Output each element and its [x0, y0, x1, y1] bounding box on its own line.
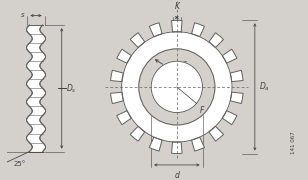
- Text: 141 067: 141 067: [291, 131, 296, 154]
- Text: 25°: 25°: [14, 161, 26, 167]
- Polygon shape: [230, 92, 243, 104]
- Polygon shape: [117, 111, 131, 125]
- Polygon shape: [209, 126, 224, 141]
- Circle shape: [122, 32, 232, 142]
- Polygon shape: [130, 126, 145, 141]
- Polygon shape: [192, 137, 205, 151]
- Polygon shape: [209, 33, 224, 48]
- Polygon shape: [149, 23, 162, 37]
- Circle shape: [151, 61, 203, 113]
- Polygon shape: [172, 142, 182, 154]
- Text: s: s: [21, 12, 25, 18]
- Polygon shape: [192, 23, 205, 37]
- Text: F: F: [199, 106, 204, 115]
- Polygon shape: [222, 49, 237, 63]
- Text: K: K: [174, 2, 179, 11]
- Text: E: E: [182, 61, 186, 70]
- Polygon shape: [149, 137, 162, 151]
- Polygon shape: [172, 20, 182, 32]
- Polygon shape: [130, 33, 145, 48]
- Circle shape: [139, 49, 215, 125]
- Text: d: d: [174, 171, 179, 180]
- Text: $D_a$: $D_a$: [259, 81, 270, 93]
- Polygon shape: [26, 25, 46, 152]
- Text: $D_s$: $D_s$: [67, 82, 77, 95]
- Polygon shape: [111, 92, 124, 104]
- Polygon shape: [222, 111, 237, 125]
- Polygon shape: [117, 49, 131, 63]
- Polygon shape: [111, 70, 124, 82]
- Polygon shape: [230, 70, 243, 82]
